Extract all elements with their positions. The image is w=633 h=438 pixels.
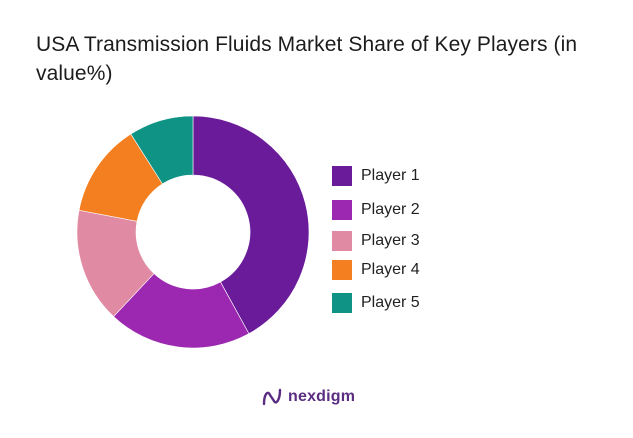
legend-item-player-5: Player 5 (332, 293, 420, 313)
legend-label: Player 1 (361, 167, 420, 184)
legend-label: Player 4 (361, 261, 420, 278)
legend-item-player-1: Player 1 (332, 166, 420, 186)
donut-slice-player-1 (192, 115, 310, 335)
legend-item-player-2: Player 2 (332, 200, 420, 220)
legend-item-player-4: Player 4 (332, 260, 420, 280)
legend-swatch (332, 293, 352, 313)
legend-item-player-3: Player 3 (332, 231, 420, 251)
legend-swatch (332, 260, 352, 280)
nexdigm-logo-icon (262, 388, 282, 406)
legend-swatch (332, 231, 352, 251)
legend-label: Player 3 (361, 232, 420, 249)
donut-slice-player-5 (130, 115, 194, 185)
legend-label: Player 2 (361, 201, 420, 218)
nexdigm-logo: nexdigm (261, 386, 355, 408)
legend-swatch (332, 166, 352, 186)
legend-swatch (332, 200, 352, 220)
legend-label: Player 5 (361, 294, 420, 311)
donut-slice-player-2 (113, 273, 250, 349)
chart-title: USA Transmission Fluids Market Share of … (36, 33, 578, 85)
logo-text: nexdigm (288, 388, 356, 405)
